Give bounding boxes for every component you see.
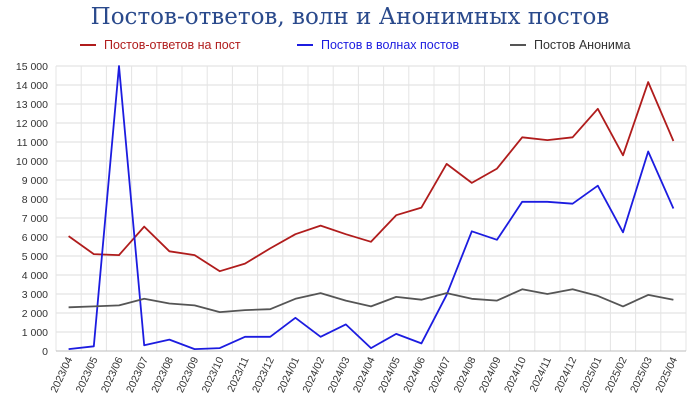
x-tick-label: 2024/10 (502, 355, 529, 395)
x-tick-label: 2025/02 (603, 355, 630, 395)
x-tick-label: 2024/08 (452, 355, 479, 395)
x-tick-label: 2023/10 (200, 355, 227, 395)
x-tick-label: 2024/09 (477, 355, 504, 395)
chart-title: Постов-ответов, волн и Анонимных постов (90, 4, 610, 30)
x-tick-label: 2025/03 (628, 355, 655, 395)
y-tick-label: 13 000 (16, 99, 48, 111)
y-tick-label: 0 (42, 346, 48, 358)
x-tick-label: 2024/07 (426, 355, 453, 395)
y-tick-label: 7 000 (22, 213, 48, 225)
y-tick-label: 4 000 (22, 270, 48, 282)
x-tick-label: 2023/09 (174, 355, 201, 395)
y-tick-label: 2 000 (22, 308, 48, 320)
y-tick-label: 10 000 (16, 156, 48, 168)
x-tick-label: 2024/03 (326, 355, 353, 395)
legend-entry: Постов Анонима (534, 38, 631, 52)
y-tick-label: 1 000 (22, 327, 48, 339)
legend-entry: Постов-ответов на пост (104, 38, 241, 52)
x-tick-label: 2024/05 (376, 355, 403, 395)
x-tick-label: 2023/07 (124, 355, 151, 395)
x-tick-label: 2023/11 (225, 355, 252, 394)
series-line-1 (68, 81, 675, 273)
x-tick-label: 2023/06 (99, 355, 126, 395)
y-tick-label: 12 000 (16, 118, 48, 130)
x-tick-label: 2024/12 (552, 355, 579, 395)
x-tick-label: 2025/01 (578, 355, 605, 395)
series-line-2 (68, 65, 675, 351)
legend-entry: Постов в волнах постов (321, 38, 460, 52)
y-tick-label: 14 000 (16, 80, 48, 92)
x-tick-label: 2025/04 (653, 355, 680, 395)
series-line-3 (68, 288, 674, 314)
x-tick-label: 2023/12 (250, 355, 277, 395)
y-tick-label: 8 000 (22, 194, 48, 206)
x-tick-label: 2024/06 (401, 355, 428, 395)
x-tick-label: 2024/11 (528, 355, 555, 394)
x-tick-label: 2024/02 (300, 355, 327, 395)
y-tick-label: 11 000 (17, 137, 48, 149)
x-tick-label: 2023/08 (149, 355, 176, 395)
y-tick-label: 9 000 (22, 175, 48, 187)
x-tick-label: 2024/01 (275, 355, 302, 395)
y-tick-label: 15 000 (16, 61, 48, 73)
y-tick-label: 3 000 (22, 289, 48, 301)
x-tick-label: 2023/04 (48, 355, 75, 395)
y-tick-label: 6 000 (22, 232, 48, 244)
x-tick-label: 2023/05 (74, 355, 101, 395)
x-tick-label: 2024/04 (351, 355, 378, 395)
y-tick-label: 5 000 (22, 251, 48, 263)
